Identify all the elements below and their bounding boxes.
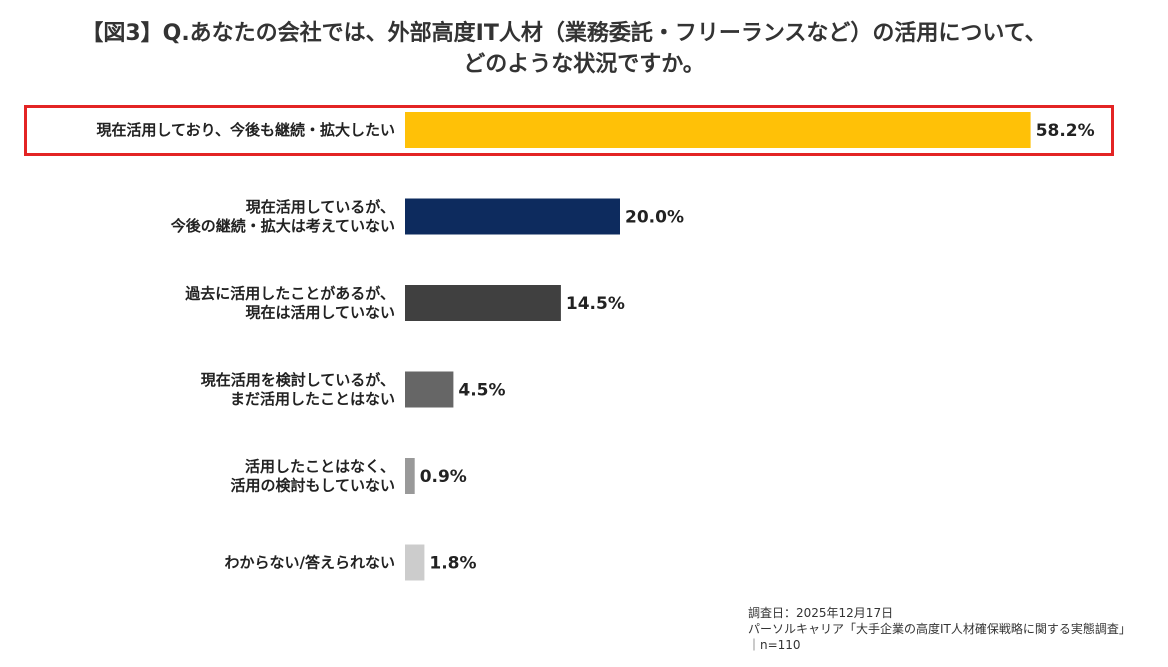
bar-4 [405,458,415,494]
category-label-0-0: 現在活用しており、今後も継続・拡大したい [96,121,395,139]
category-label-1-0: 現在活用しているが、 [246,198,395,216]
value-label-5: 1.8% [429,554,476,574]
category-label-5-0: わからない/答えられない [225,554,395,572]
category-label-2-1: 現在は活用していない [245,304,395,322]
bar-5 [405,544,425,581]
sample-size: ｜n=110 [748,638,801,652]
chart-title-line-2: どのような状況ですか。 [463,52,705,77]
value-label-3: 4.5% [458,381,505,401]
source-note: 調査日：2025年12月17日 パーソルキャリア「大手企業の高度IT人材確保戦略… [748,605,1168,653]
category-label-3-0: 現在活用を検討しているが、 [201,371,395,389]
survey-name: パーソルキャリア「大手企業の高度IT人材確保戦略に関する実態調査」 [748,622,1131,636]
survey-date: 調査日：2025年12月17日 [748,606,894,620]
category-label-4-0: 活用したことはなく、 [245,458,395,476]
value-label-0: 58.2% [1036,121,1095,141]
bar-3 [405,371,454,408]
chart-title-line-1: 【図3】Q.あなたの会社では、外部高度IT人材（業務委託・フリーランスなど）の活… [81,21,1047,46]
category-label-3-1: まだ活用したことはない [230,390,395,408]
bar-2 [405,285,561,321]
category-label-1-1: 今後の継続・拡大は考えていない [170,217,395,235]
bar-0 [405,112,1031,148]
bar-1 [405,198,620,235]
chart-title: 【図3】Q.あなたの会社では、外部高度IT人材（業務委託・フリーランスなど）の活… [0,18,1168,80]
value-label-4: 0.9% [420,467,467,487]
value-label-2: 14.5% [566,294,625,314]
bar-chart: 58.2% 現在活用しており、今後も継続・拡大したい 20.0% 現在活用しているが、… [96,112,1095,581]
highlight-box [24,105,1114,156]
category-label-4-1: 活用の検討もしていない [230,477,395,495]
category-label-2-0: 過去に活用したことがあるが、 [184,285,395,303]
value-label-1: 20.0% [625,208,684,228]
